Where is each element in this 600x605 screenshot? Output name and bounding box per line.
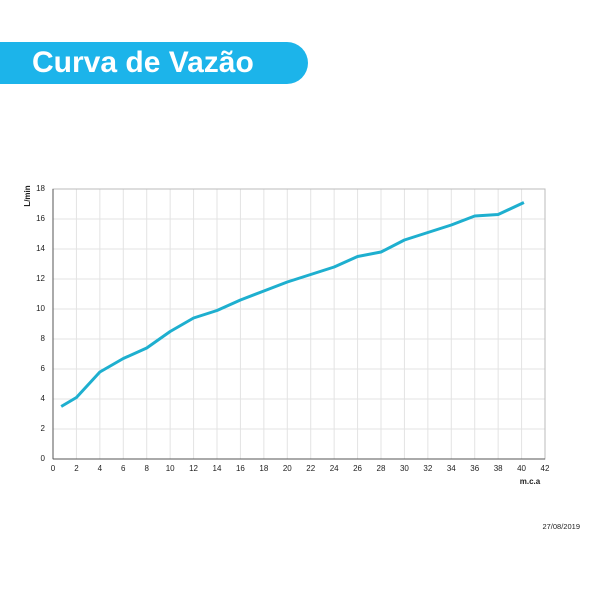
x-tick-label: 36: [470, 464, 479, 473]
x-tick-label: 0: [51, 464, 56, 473]
y-tick-label: 2: [41, 424, 46, 433]
x-tick-label: 14: [213, 464, 222, 473]
x-tick-label: 8: [144, 464, 149, 473]
y-tick-label: 14: [36, 244, 45, 253]
x-tick-label: 32: [423, 464, 432, 473]
x-tick-label: 18: [259, 464, 268, 473]
x-tick-label: 24: [330, 464, 339, 473]
y-tick-label: 10: [36, 304, 45, 313]
x-tick-label: 26: [353, 464, 362, 473]
y-tick-label: 18: [36, 184, 45, 193]
x-tick-label: 28: [377, 464, 386, 473]
x-tick-label: 20: [283, 464, 292, 473]
date: 27/08/2019: [542, 522, 580, 531]
data-line: [60, 201, 525, 408]
x-tick-label: 4: [98, 464, 103, 473]
plot-frame: [52, 188, 546, 460]
x-tick-label: 42: [541, 464, 550, 473]
y-tick-label: 6: [41, 364, 46, 373]
x-tick-label: 6: [121, 464, 126, 473]
chart-title: Curva de Vazão: [32, 46, 254, 79]
y-tick-label: 8: [41, 334, 46, 343]
x-tick-label: 16: [236, 464, 245, 473]
x-tick-label: 22: [306, 464, 315, 473]
y-tick-label: 4: [41, 394, 46, 403]
title-banner: [0, 42, 308, 84]
x-tick-label: 2: [74, 464, 79, 473]
x-tick-label: 12: [189, 464, 198, 473]
y-axis-label: L/min: [23, 185, 32, 206]
y-tick-label: 16: [36, 214, 45, 223]
x-tick-label: 38: [494, 464, 503, 473]
x-tick-label: 30: [400, 464, 409, 473]
x-tick-label: 10: [166, 464, 175, 473]
x-axis-label: m.c.a: [520, 477, 541, 486]
y-tick-label: 0: [41, 454, 46, 463]
y-tick-label: 12: [36, 274, 45, 283]
x-tick-label: 34: [447, 464, 456, 473]
x-tick-label: 40: [517, 464, 526, 473]
